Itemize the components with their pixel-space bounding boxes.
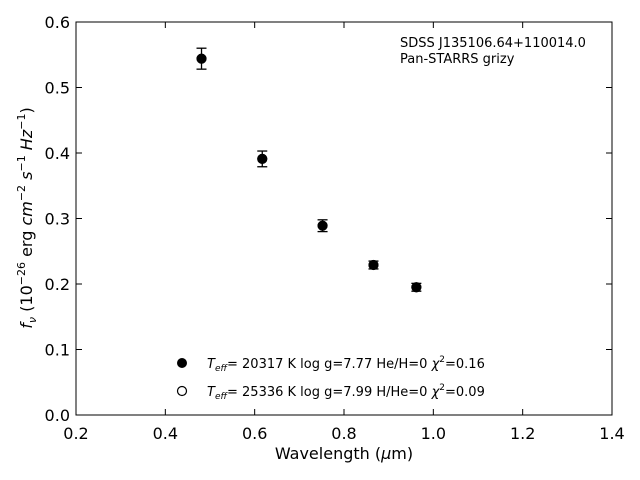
plot-frame (75, 21, 613, 416)
x-tick-label: 1.4 (599, 424, 624, 443)
data-point-open (317, 220, 328, 231)
y-tick-label: 0.3 (45, 210, 70, 229)
y-tick-label: 0.6 (45, 13, 70, 32)
y-axis: 0.0 0.1 0.2 0.3 0.4 0.5 0.6 (45, 13, 612, 425)
x-tick-label: 0.6 (242, 424, 267, 443)
annotation-survey: Pan-STARRS grizy (400, 52, 515, 67)
x-tick-label: 1.2 (510, 424, 535, 443)
y-tick-label: 0.0 (45, 406, 70, 425)
x-tick-label: 0.8 (331, 424, 356, 443)
y-tick-label: 0.1 (45, 341, 70, 360)
y-tick-label: 0.4 (45, 144, 70, 163)
annotation-object: SDSS J135106.64+110014.0 (400, 36, 586, 51)
data-point-open (411, 282, 422, 293)
legend-entry-2: Teff= 25336 K log g=7.99 H/He=0 χ2=0.09 (207, 383, 485, 402)
y-axis-label: fν (10−26 erg cm−2 s−1 Hz−1) (15, 107, 39, 328)
x-axis-label: Wavelength (μm) (275, 444, 413, 463)
legend-marker-open (176, 385, 188, 397)
x-tick-label: 0.2 (63, 424, 88, 443)
x-tick-label: 0.4 (153, 424, 178, 443)
x-axis: 0.2 0.4 0.6 0.8 1.0 1.2 1.4 (63, 22, 625, 443)
legend: Teff= 20317 K log g=7.77 He/H=0 χ2=0.16 … (176, 355, 485, 402)
legend-marker-filled (177, 358, 187, 368)
y-tick-label: 0.5 (45, 79, 70, 98)
data-point-open (257, 153, 268, 164)
legend-entry-1: Teff= 20317 K log g=7.77 He/H=0 χ2=0.16 (207, 355, 485, 374)
y-tick-label: 0.2 (45, 275, 70, 294)
data-point-open (196, 53, 207, 64)
data-point-open (368, 259, 379, 271)
data-points (196, 47, 422, 293)
x-tick-label: 1.0 (421, 424, 446, 443)
